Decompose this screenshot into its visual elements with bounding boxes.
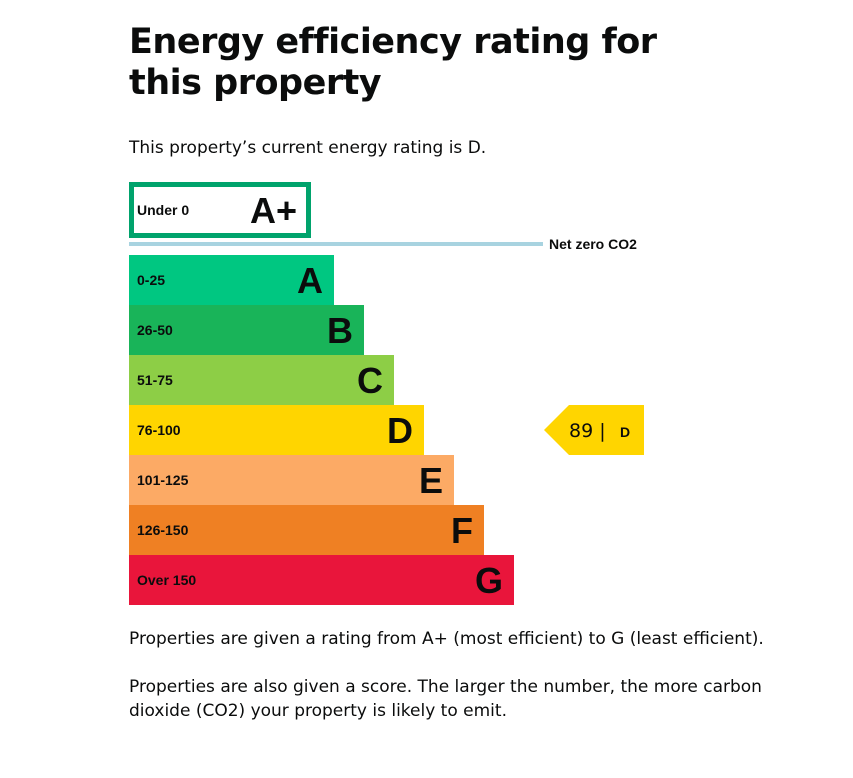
band-bar-f <box>129 505 484 555</box>
band-range-label-a-plus: Under 0 <box>137 202 189 218</box>
band-letter-e: E <box>419 460 443 501</box>
band-range-label-f: 126-150 <box>137 522 189 538</box>
score-explanation: Properties are also given a score. The l… <box>129 677 762 721</box>
band-range-label-d: 76-100 <box>137 422 181 438</box>
band-bar-e <box>129 455 454 505</box>
band-range-label-b: 26-50 <box>137 322 173 338</box>
band-bar-c <box>129 355 394 405</box>
current-rating-text: This property’s current energy rating is… <box>129 138 487 158</box>
band-letter-g: G <box>475 560 503 601</box>
band-bar-a <box>129 255 334 305</box>
current-band-letter: D <box>620 424 630 440</box>
rating-explanation: Properties are given a rating from A+ (m… <box>129 629 764 649</box>
band-bar-a-plus <box>129 182 311 238</box>
band-letter-a-plus: A+ <box>250 190 297 231</box>
band-letter-d: D <box>387 410 413 451</box>
band-range-label-g: Over 150 <box>137 572 196 588</box>
band-letter-a: A <box>297 260 323 301</box>
band-bar-g <box>129 555 514 605</box>
band-range-label-e: 101-125 <box>137 472 189 488</box>
band-range-label-a: 0-25 <box>137 272 165 288</box>
current-rating-marker <box>544 405 644 455</box>
band-letter-f: F <box>451 510 473 551</box>
net-zero-label: Net zero CO2 <box>549 236 637 252</box>
current-score: 89 | <box>569 420 606 442</box>
band-letter-b: B <box>327 310 353 351</box>
band-range-label-c: 51-75 <box>137 372 173 388</box>
band-bar-d <box>129 405 424 455</box>
band-bar-b <box>129 305 364 355</box>
band-letter-c: C <box>357 360 383 401</box>
page-title: Energy efficiency rating for this proper… <box>129 22 657 103</box>
